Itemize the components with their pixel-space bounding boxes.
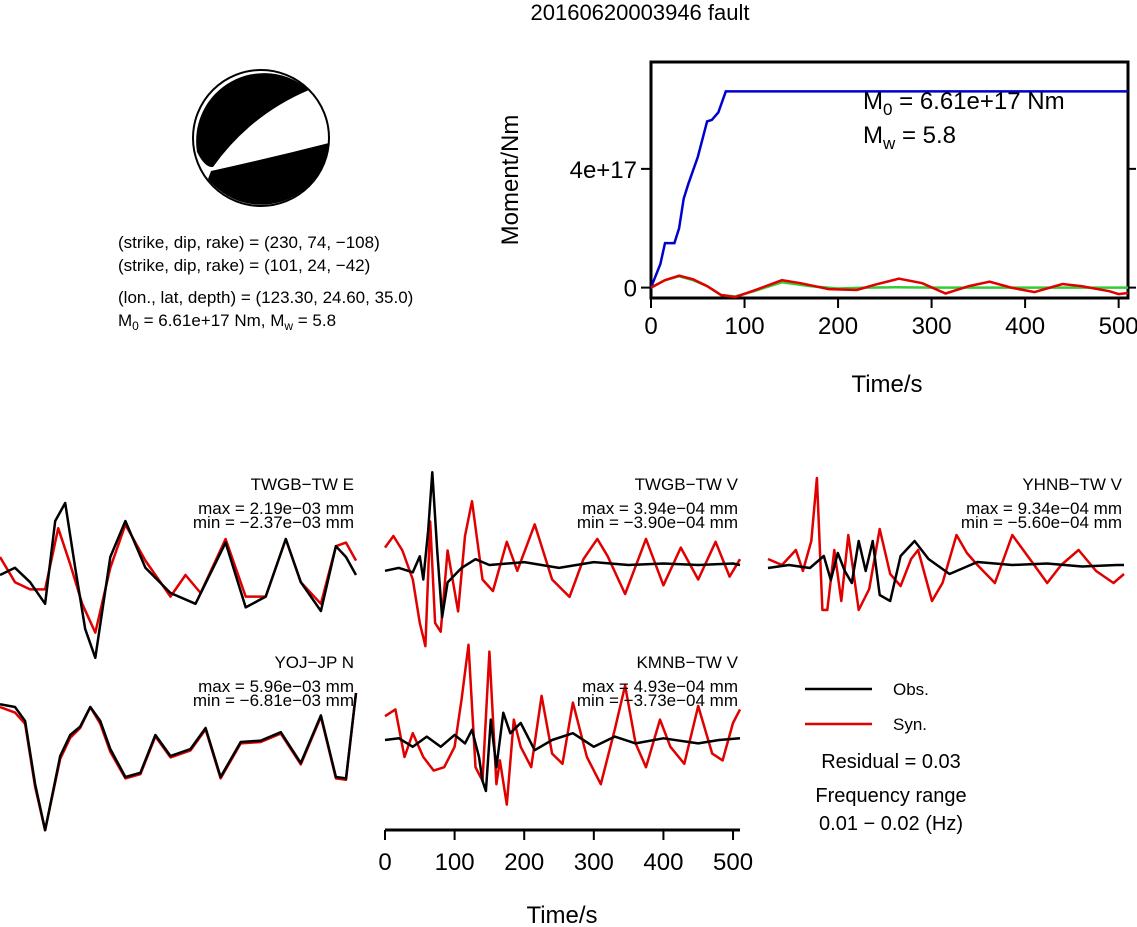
moment-x-tick-label: 100 [725,313,765,340]
moment-series-line [649,90,1128,289]
waveform-x-tick-label: 500 [713,849,753,876]
waveform-x-tick-label: 100 [435,849,475,876]
station-label: YOJ−JP N [274,653,354,672]
mw-value: = 5.8 [293,311,336,330]
moment-x-tick-label: 200 [818,313,858,340]
m0-value: = 6.61e+17 Nm, M [139,311,285,330]
waveform-x-tick-label: 0 [378,849,391,876]
moment-m0-subscript: 0 [883,100,892,119]
moment-series-line [650,274,1129,299]
waveform-x-tick-label: 200 [504,849,544,876]
mechanism-line-1: (strike, dip, rake) = (230, 74, −108) [118,233,380,252]
moment-m0-value: = 6.61e+17 Nm [892,88,1064,115]
moment-mw-subscript: w [882,134,896,153]
moment-x-tick-label: 300 [912,313,952,340]
moment-m0-annotation: M0 = 6.61e+17 Nm [863,88,1065,119]
moment-xlabel: Time/s [851,371,922,398]
m0-symbol: M [118,311,132,330]
moment-mw-symbol: M [863,122,883,149]
legend: Obs. Syn. Residual = 0.03 Frequency rang… [805,680,967,835]
moment-mw-value: = 5.8 [895,122,956,149]
moment-plot-frame [649,60,1130,300]
beachball-compression-2 [208,143,329,205]
mw-subscript: w [283,319,293,333]
max-label: max = 9.34e−04 mm [966,499,1122,518]
min-label: min = −3.90e−04 mm [577,513,738,532]
observed-trace [0,692,358,832]
moment-y-tick-label: 4e+17 [570,157,637,184]
synthetic-trace [383,499,742,648]
max-label: max = 4.93e−04 mm [582,677,738,696]
figure-title: 20160620003946 fault [531,0,750,25]
station-label: YHNB−TW V [1022,475,1122,494]
moment-x-tick-label: 0 [644,313,657,340]
beachball-compression-1 [196,73,309,168]
station-label: KMNB−TW V [636,653,738,672]
mechanism-line-2: (strike, dip, rake) = (101, 24, −42) [118,256,370,275]
observed-trace [0,501,358,660]
min-label: min = −5.60e−04 mm [961,513,1122,532]
legend-syn-label: Syn. [893,715,927,734]
observed-trace [767,539,1124,603]
waveform-x-tick-label: 300 [574,849,614,876]
synthetic-trace [384,643,742,806]
mechanism-line-4: M0 = 6.61e+17 Nm, Mw = 5.8 [118,311,336,333]
min-label: min = −3.73e−04 mm [577,691,738,710]
synthetic-trace [767,476,1125,612]
max-label: max = 3.94e−04 mm [582,499,738,518]
residual-text: Residual = 0.03 [821,751,961,773]
mechanism-line-3: (lon., lat, depth) = (123.30, 24.60, 35.… [118,288,413,307]
station-label: TWGB−TW E [251,475,354,494]
moment-y-tick-label: 0 [624,276,637,303]
synthetic-trace [0,523,358,634]
max-label: max = 5.96e−03 mm [198,677,354,696]
moment-ylabel: Moment/Nm [497,115,524,246]
moment-x-tick-label: 500 [1099,313,1137,340]
waveform-xlabel: Time/s [526,902,597,927]
observed-trace [384,711,741,793]
min-label: min = −6.81e−03 mm [193,691,354,710]
frequency-value: 0.01 − 0.02 (Hz) [819,813,963,835]
max-label: max = 2.19e−03 mm [198,499,354,518]
moment-axes: 0 100 200 300 400 500 0 4e+17 [570,157,1137,340]
min-label: min = −2.37e−03 mm [193,513,354,532]
beachball [192,69,330,207]
waveform-x-tick-label: 400 [643,849,683,876]
station-label: TWGB−TW V [635,475,739,494]
moment-series-group [649,90,1129,299]
mechanism-info: (strike, dip, rake) = (230, 74, −108) (s… [118,233,413,333]
moment-x-tick-label: 400 [1005,313,1045,340]
moment-mw-annotation: Mw = 5.8 [863,122,956,153]
frequency-title: Frequency range [815,785,966,807]
legend-obs-label: Obs. [893,680,929,699]
m0-subscript: 0 [132,319,139,333]
moment-m0-symbol: M [863,88,883,115]
observed-trace [384,470,741,619]
waveform-time-axis: 0 100 200 300 400 500 [378,828,753,876]
